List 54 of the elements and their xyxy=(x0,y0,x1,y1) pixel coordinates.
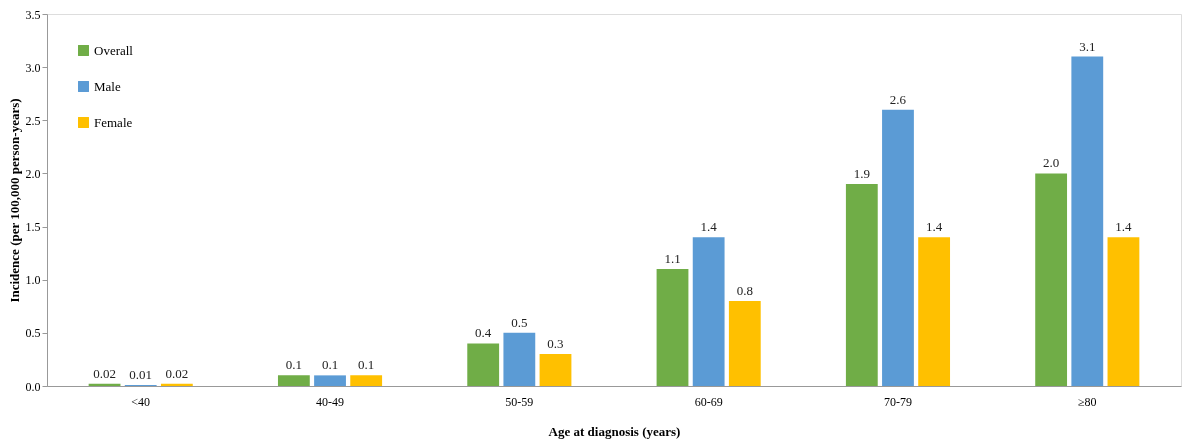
y-tick-label: 1.0 xyxy=(25,273,41,288)
data-label: 0.02 xyxy=(93,365,116,381)
legend-label: Female xyxy=(94,114,133,130)
x-tick-label: 40-49 xyxy=(316,394,345,409)
data-label: 2.0 xyxy=(1043,155,1060,171)
bar xyxy=(539,354,572,386)
bar xyxy=(467,343,500,386)
data-label: 0.8 xyxy=(736,282,753,298)
bar xyxy=(1107,237,1140,386)
x-tick-label: ≥80 xyxy=(1077,394,1097,409)
y-tick-label: 0.5 xyxy=(25,326,41,341)
bar xyxy=(160,383,193,386)
data-label: 0.1 xyxy=(285,357,302,373)
x-tick-label: <40 xyxy=(131,394,151,409)
bar xyxy=(88,383,121,386)
legend-label: Male xyxy=(94,78,121,94)
data-label: 0.1 xyxy=(321,357,339,373)
x-axis-title: Age at diagnosis (years) xyxy=(548,423,681,439)
bar xyxy=(882,109,914,386)
bar xyxy=(656,269,689,386)
x-tick-label: 60-69 xyxy=(694,394,723,409)
bar xyxy=(277,375,310,386)
data-label: 0.02 xyxy=(165,365,189,381)
bar xyxy=(692,237,725,386)
data-label: 0.01 xyxy=(129,366,153,382)
y-tick-label: 3.0 xyxy=(25,60,41,75)
y-tick-label: 2.5 xyxy=(25,113,41,128)
bar xyxy=(1035,173,1068,386)
bar xyxy=(314,375,346,386)
bar xyxy=(845,184,878,386)
y-tick-label: 2.0 xyxy=(25,166,41,181)
bar xyxy=(1071,56,1104,386)
data-label: 0.3 xyxy=(547,336,564,352)
y-axis-title: Incidence (per 100,000 person-years) xyxy=(6,98,22,303)
y-tick-label: 3.5 xyxy=(25,7,41,22)
data-label: 0.4 xyxy=(475,325,492,341)
data-label: 2.6 xyxy=(889,91,907,107)
y-tick-label: 1.5 xyxy=(25,220,41,235)
data-label: 1.4 xyxy=(1115,219,1133,235)
x-tick-label: 50-59 xyxy=(505,394,534,409)
x-tick-label: 70-79 xyxy=(883,394,912,409)
data-label: 1.4 xyxy=(700,219,718,235)
bar xyxy=(918,237,951,386)
y-tick-label: 0.0 xyxy=(25,379,41,394)
data-label: 1.1 xyxy=(664,251,681,267)
data-label: 3.1 xyxy=(1079,38,1096,54)
data-label: 0.1 xyxy=(358,357,375,373)
bar xyxy=(350,375,383,386)
data-label: 1.9 xyxy=(853,166,870,182)
legend-label: Overall xyxy=(94,42,134,58)
data-label: 1.4 xyxy=(926,219,943,235)
bar xyxy=(728,300,761,386)
bar xyxy=(503,332,536,386)
data-label: 0.5 xyxy=(511,314,528,330)
